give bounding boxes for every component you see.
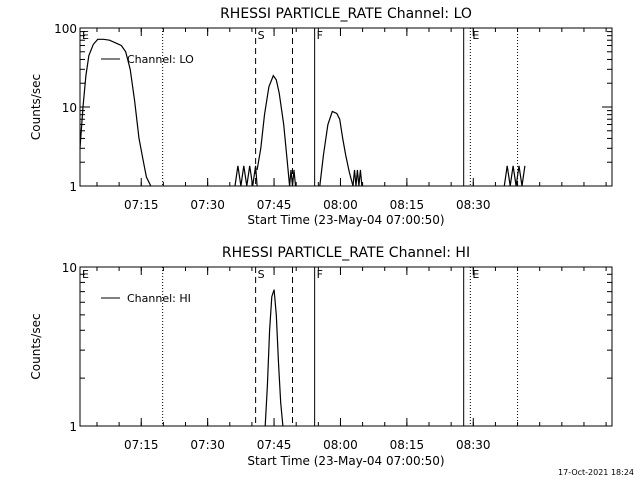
- lo-series-segment-2: [256, 74, 291, 187]
- lo-marker-label-e: E: [472, 29, 479, 42]
- lo-series-segment-4: [319, 110, 354, 187]
- hi-chart-title: RHESSI PARTICLE_RATE Channel: HI: [222, 245, 470, 261]
- lo-y-tick-label: 10: [62, 101, 77, 115]
- lo-channel-panel: RHESSI PARTICLE_RATE Channel: LO 07:15 07:…: [29, 6, 613, 227]
- lo-x-tick-label: 08:30: [456, 198, 491, 212]
- hi-x-axis-label: Start Time (23-May-04 07:00:50): [247, 454, 444, 468]
- hi-y-tick-label: 10: [62, 261, 77, 275]
- hi-x-tick-label: 08:15: [390, 438, 425, 452]
- hi-plot-frame: [79, 266, 613, 427]
- hi-y-axis-label: Counts/sec: [29, 313, 43, 379]
- lo-series-segment-1: [234, 165, 258, 187]
- lo-x-tick-label: 07:30: [190, 198, 225, 212]
- hi-x-tick-label: 08:30: [456, 438, 491, 452]
- lo-x-axis-label: Start Time (23-May-04 07:00:50): [247, 213, 444, 227]
- lo-series-segment-5: [352, 169, 363, 187]
- hi-channel-panel: RHESSI PARTICLE_RATE Channel: HI 07:15 07:…: [29, 245, 613, 468]
- lo-series-segment-6: [503, 165, 526, 187]
- lo-marker-label-f: F: [317, 29, 323, 42]
- lo-series-segment-3: [289, 169, 297, 187]
- plot-timestamp: 17-Oct-2021 18:24: [558, 468, 634, 477]
- lo-legend-label: Channel: LO: [127, 53, 194, 66]
- lo-marker-label-s: S: [258, 29, 265, 42]
- hi-legend-label: Channel: HI: [127, 292, 191, 305]
- lo-marker-label-e: E: [82, 29, 89, 42]
- hi-marker-label-f: F: [317, 268, 323, 281]
- hi-marker-label-e: E: [82, 268, 89, 281]
- hi-x-tick-label: 07:30: [190, 438, 225, 452]
- hi-marker-label-e: E: [472, 268, 479, 281]
- hi-series-segment-0: [264, 289, 284, 427]
- lo-y-tick-label: 1: [69, 180, 77, 194]
- lo-x-tick-label: 07:15: [124, 198, 159, 212]
- lo-series-segment-0: [79, 38, 152, 187]
- lo-y-axis-label: Counts/sec: [29, 74, 43, 140]
- hi-x-tick-label: 07:15: [124, 438, 159, 452]
- lo-y-tick-label: 100: [54, 22, 77, 36]
- lo-plot-frame: [79, 27, 613, 187]
- lo-x-tick-label: 08:00: [323, 198, 358, 212]
- hi-x-tick-label: 08:00: [323, 438, 358, 452]
- hi-x-tick-label: 07:45: [257, 438, 292, 452]
- hi-y-tick-label: 1: [69, 420, 77, 434]
- lo-chart-title: RHESSI PARTICLE_RATE Channel: LO: [220, 6, 472, 22]
- lo-x-tick-label: 08:15: [390, 198, 425, 212]
- hi-marker-label-s: S: [258, 268, 265, 281]
- lo-x-tick-label: 07:45: [257, 198, 292, 212]
